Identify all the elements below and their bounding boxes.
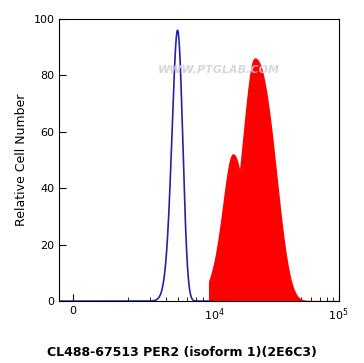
Y-axis label: Relative Cell Number: Relative Cell Number: [15, 94, 28, 226]
Text: WWW.PTGLAB.COM: WWW.PTGLAB.COM: [158, 65, 280, 75]
Text: CL488-67513 PER2 (isoform 1)(2E6C3): CL488-67513 PER2 (isoform 1)(2E6C3): [47, 346, 317, 359]
